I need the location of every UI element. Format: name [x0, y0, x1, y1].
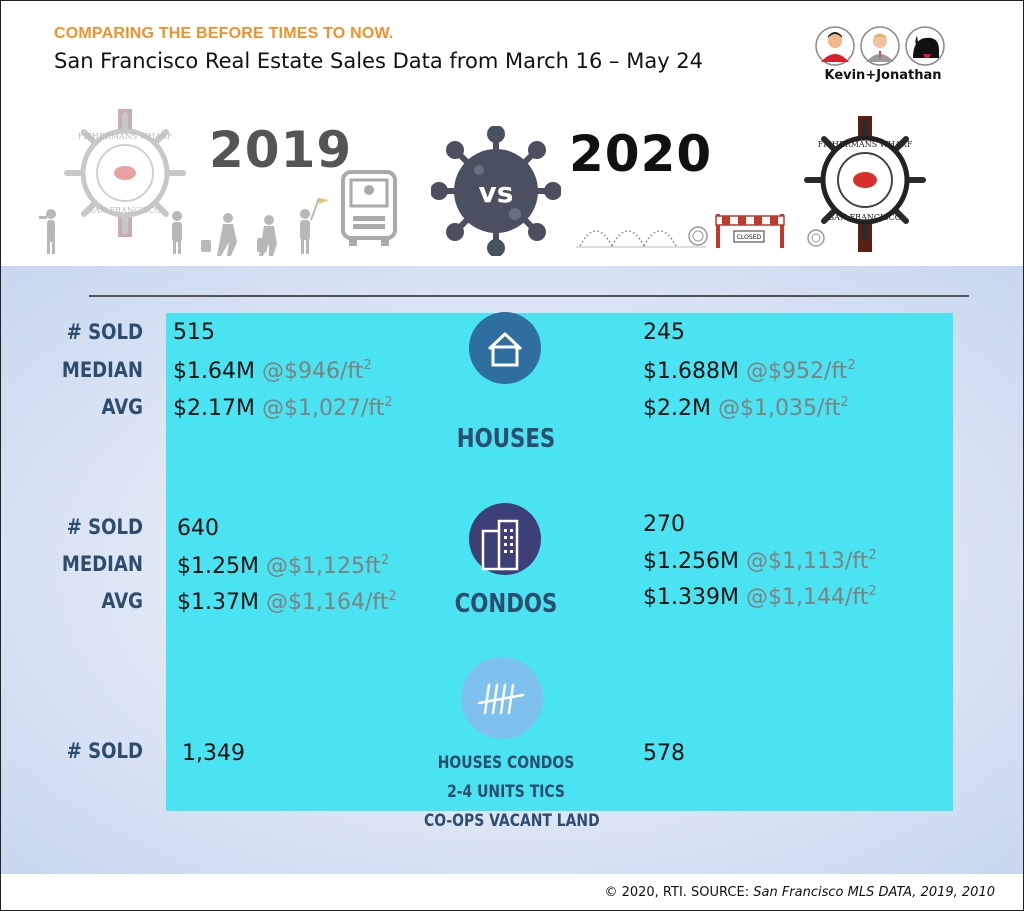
condos-2019-avg: $1.37M: [177, 590, 259, 615]
tally-icon: [477, 683, 525, 715]
ships-wheel-icon: FISHERMANS WHARF SAN FRANCISCO: [804, 116, 926, 252]
houses-2020-sold: 245: [643, 320, 685, 345]
building-icon-circle: [469, 503, 541, 575]
closed-sign: CLOSED: [737, 234, 762, 241]
tally-icon-circle: [461, 657, 543, 739]
category-houses: HOUSES: [456, 424, 556, 454]
condos-2019-avg-ppf: @$1,164/ft2: [265, 589, 397, 615]
label-houses-sold: # SOLD: [66, 320, 143, 344]
condos-2020-sold: 270: [643, 512, 685, 537]
footer-prefix: © 2020, RTI. SOURCE:: [604, 885, 754, 900]
condos-2019-median: $1.25M: [177, 554, 259, 579]
houses-2019-median-row: $1.64M @$946/ft2: [173, 358, 372, 384]
label-total-sold: # SOLD: [66, 739, 143, 763]
svg-text:FISHERMANS WHARF: FISHERMANS WHARF: [818, 140, 913, 149]
virus-icon: vs: [431, 126, 561, 256]
condos-2020-avg: $1.339M: [643, 585, 739, 610]
bus-icon: [341, 170, 397, 246]
houses-2019-avg: $2.17M: [173, 396, 255, 421]
avatars-icon: [815, 26, 945, 66]
condos-2019-median-row: $1.25M @$1,125ft2: [177, 553, 389, 579]
svg-text:FISHERMANS WHARF: FISHERMANS WHARF: [78, 132, 173, 141]
label-condos-median: MEDIAN: [61, 552, 144, 576]
houses-2020-avg: $2.2M: [643, 396, 711, 421]
houses-2020-avg-row: $2.2M @$1,035/ft2: [643, 395, 849, 421]
condos-2020-avg-row: $1.339M @$1,144/ft2: [643, 584, 877, 610]
category-total-line1: HOUSES CONDOS: [437, 753, 575, 773]
footer-source-name: San Francisco MLS DATA, 2019, 2010: [753, 885, 995, 900]
empty-street-icon: CLOSED: [576, 214, 825, 248]
houses-2020-median: $1.688M: [643, 359, 739, 384]
vs-label: vs: [479, 176, 514, 209]
label-condos-sold: # SOLD: [66, 515, 143, 539]
category-total-line3: CO-OPS VACANT LAND: [424, 811, 600, 831]
condos-2020-median-row: $1.256M @$1,113/ft2: [643, 548, 877, 574]
houses-2019-avg-row: $2.17M @$1,027/ft2: [173, 395, 393, 421]
category-condos: CONDOS: [454, 589, 558, 619]
svg-text:SAN FRANCISCO: SAN FRANCISCO: [89, 206, 162, 215]
data-panel: [166, 313, 953, 811]
total-2019-sold: 1,349: [182, 741, 245, 766]
year-2019: 2019: [209, 121, 353, 179]
houses-2019-sold: 515: [173, 320, 215, 345]
condos-2019-avg-row: $1.37M @$1,164/ft2: [177, 589, 397, 615]
barrier-icon: CLOSED: [715, 214, 785, 248]
year-2020: 2020: [569, 125, 713, 183]
brand-name: Kevin+Jonathan: [824, 68, 942, 83]
houses-2019-median-ppf: @$946/ft2: [261, 358, 372, 384]
condos-2019-sold: 640: [177, 516, 219, 541]
houses-2020-median-ppf: @$952/ft2: [745, 358, 856, 384]
condos-2020-median-ppf: @$1,113/ft2: [745, 548, 877, 574]
label-houses-avg: AVG: [101, 395, 143, 419]
condos-2019-median-ppf: @$1,125ft2: [265, 553, 390, 579]
tourist-crowd-icon: [39, 170, 397, 256]
building-icon: [481, 519, 519, 571]
house-icon: [487, 332, 523, 367]
label-houses-median: MEDIAN: [61, 358, 144, 382]
category-total-line2: 2-4 UNITS TICS: [447, 782, 565, 802]
houses-2019-avg-ppf: @$1,027/ft2: [261, 395, 393, 421]
svg-text:SAN FRANCISCO: SAN FRANCISCO: [829, 213, 902, 222]
total-2020-sold: 578: [643, 741, 685, 766]
condos-2020-avg-ppf: @$1,144/ft2: [745, 584, 877, 610]
houses-2020-median-row: $1.688M @$952/ft2: [643, 358, 856, 384]
label-condos-avg: AVG: [101, 589, 143, 613]
house-icon-circle: [469, 312, 541, 384]
footer-source: © 2020, RTI. SOURCE: San Francisco MLS D…: [604, 885, 995, 900]
houses-2019-median: $1.64M: [173, 359, 255, 384]
page-title: San Francisco Real Estate Sales Data fro…: [54, 49, 704, 73]
brand-logo: Kevin+Jonathan: [813, 24, 953, 86]
ships-wheel-icon: FISHERMANS WHARF SAN FRANCISCO: [64, 109, 186, 237]
subtitle: COMPARING THE BEFORE TIMES TO NOW.: [54, 25, 394, 42]
condos-2020-median: $1.256M: [643, 549, 739, 574]
houses-2020-avg-ppf: @$1,035/ft2: [717, 395, 849, 421]
divider: [89, 295, 969, 297]
